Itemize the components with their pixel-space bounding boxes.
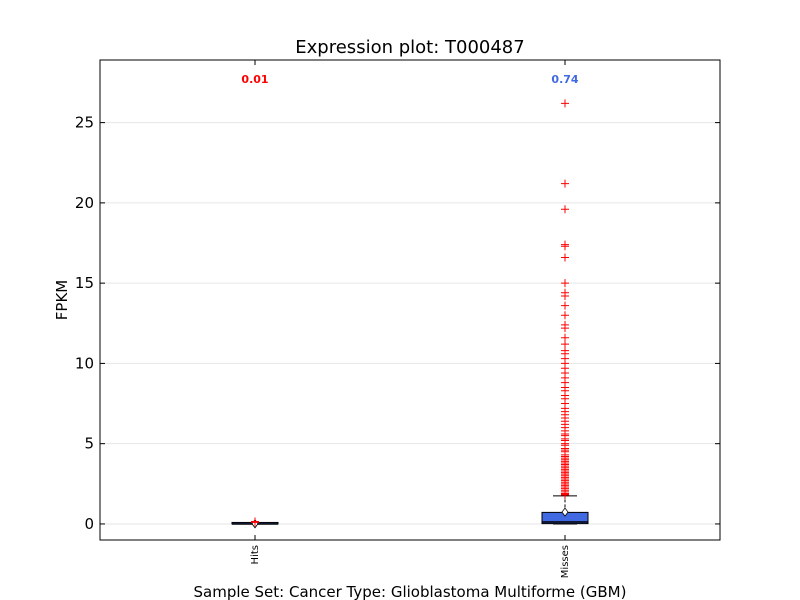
chart-title: Expression plot: T000487 bbox=[295, 37, 524, 58]
x-tick-label-misses: Misses bbox=[560, 545, 571, 578]
stat-labels: 0.01 0.74 bbox=[241, 73, 578, 86]
outlier-points bbox=[251, 99, 569, 527]
misses-outlier-point bbox=[561, 301, 569, 310]
y-tick-label: 15 bbox=[75, 274, 94, 292]
misses-outlier-point bbox=[561, 324, 569, 333]
misses-outlier-point bbox=[561, 205, 569, 214]
y-tick-label: 25 bbox=[75, 114, 94, 132]
plot-frame bbox=[99, 59, 721, 541]
misses-outlier-point bbox=[561, 179, 569, 188]
y-tick-label: 10 bbox=[75, 354, 94, 372]
misses-mean-marker bbox=[561, 507, 569, 517]
x-axis-ticks: Hits Misses bbox=[250, 60, 571, 578]
y-axis-ticks: 0 5 10 15 20 25 bbox=[75, 114, 720, 533]
y-axis-label: FPKM bbox=[53, 280, 71, 320]
misses-outlier-point bbox=[561, 311, 569, 320]
misses-outlier-point bbox=[561, 242, 569, 251]
grid-lines bbox=[100, 122, 720, 525]
misses-outlier-point bbox=[561, 253, 569, 262]
x-tick-label-hits: Hits bbox=[250, 545, 261, 564]
misses-outlier-point bbox=[561, 491, 569, 500]
misses-outlier-point bbox=[561, 99, 569, 108]
misses-stat-label: 0.74 bbox=[551, 73, 578, 86]
misses-outlier-point bbox=[561, 279, 569, 288]
hits-outlier-point bbox=[251, 517, 259, 526]
box-plot-boxes bbox=[231, 495, 589, 529]
misses-outlier-point bbox=[561, 291, 569, 300]
y-tick-label: 5 bbox=[84, 435, 94, 453]
y-tick-label: 20 bbox=[75, 194, 94, 212]
hits-stat-label: 0.01 bbox=[241, 73, 268, 86]
x-axis-label: Sample Set: Cancer Type: Glioblastoma Mu… bbox=[194, 583, 627, 600]
y-tick-label: 0 bbox=[84, 515, 94, 533]
